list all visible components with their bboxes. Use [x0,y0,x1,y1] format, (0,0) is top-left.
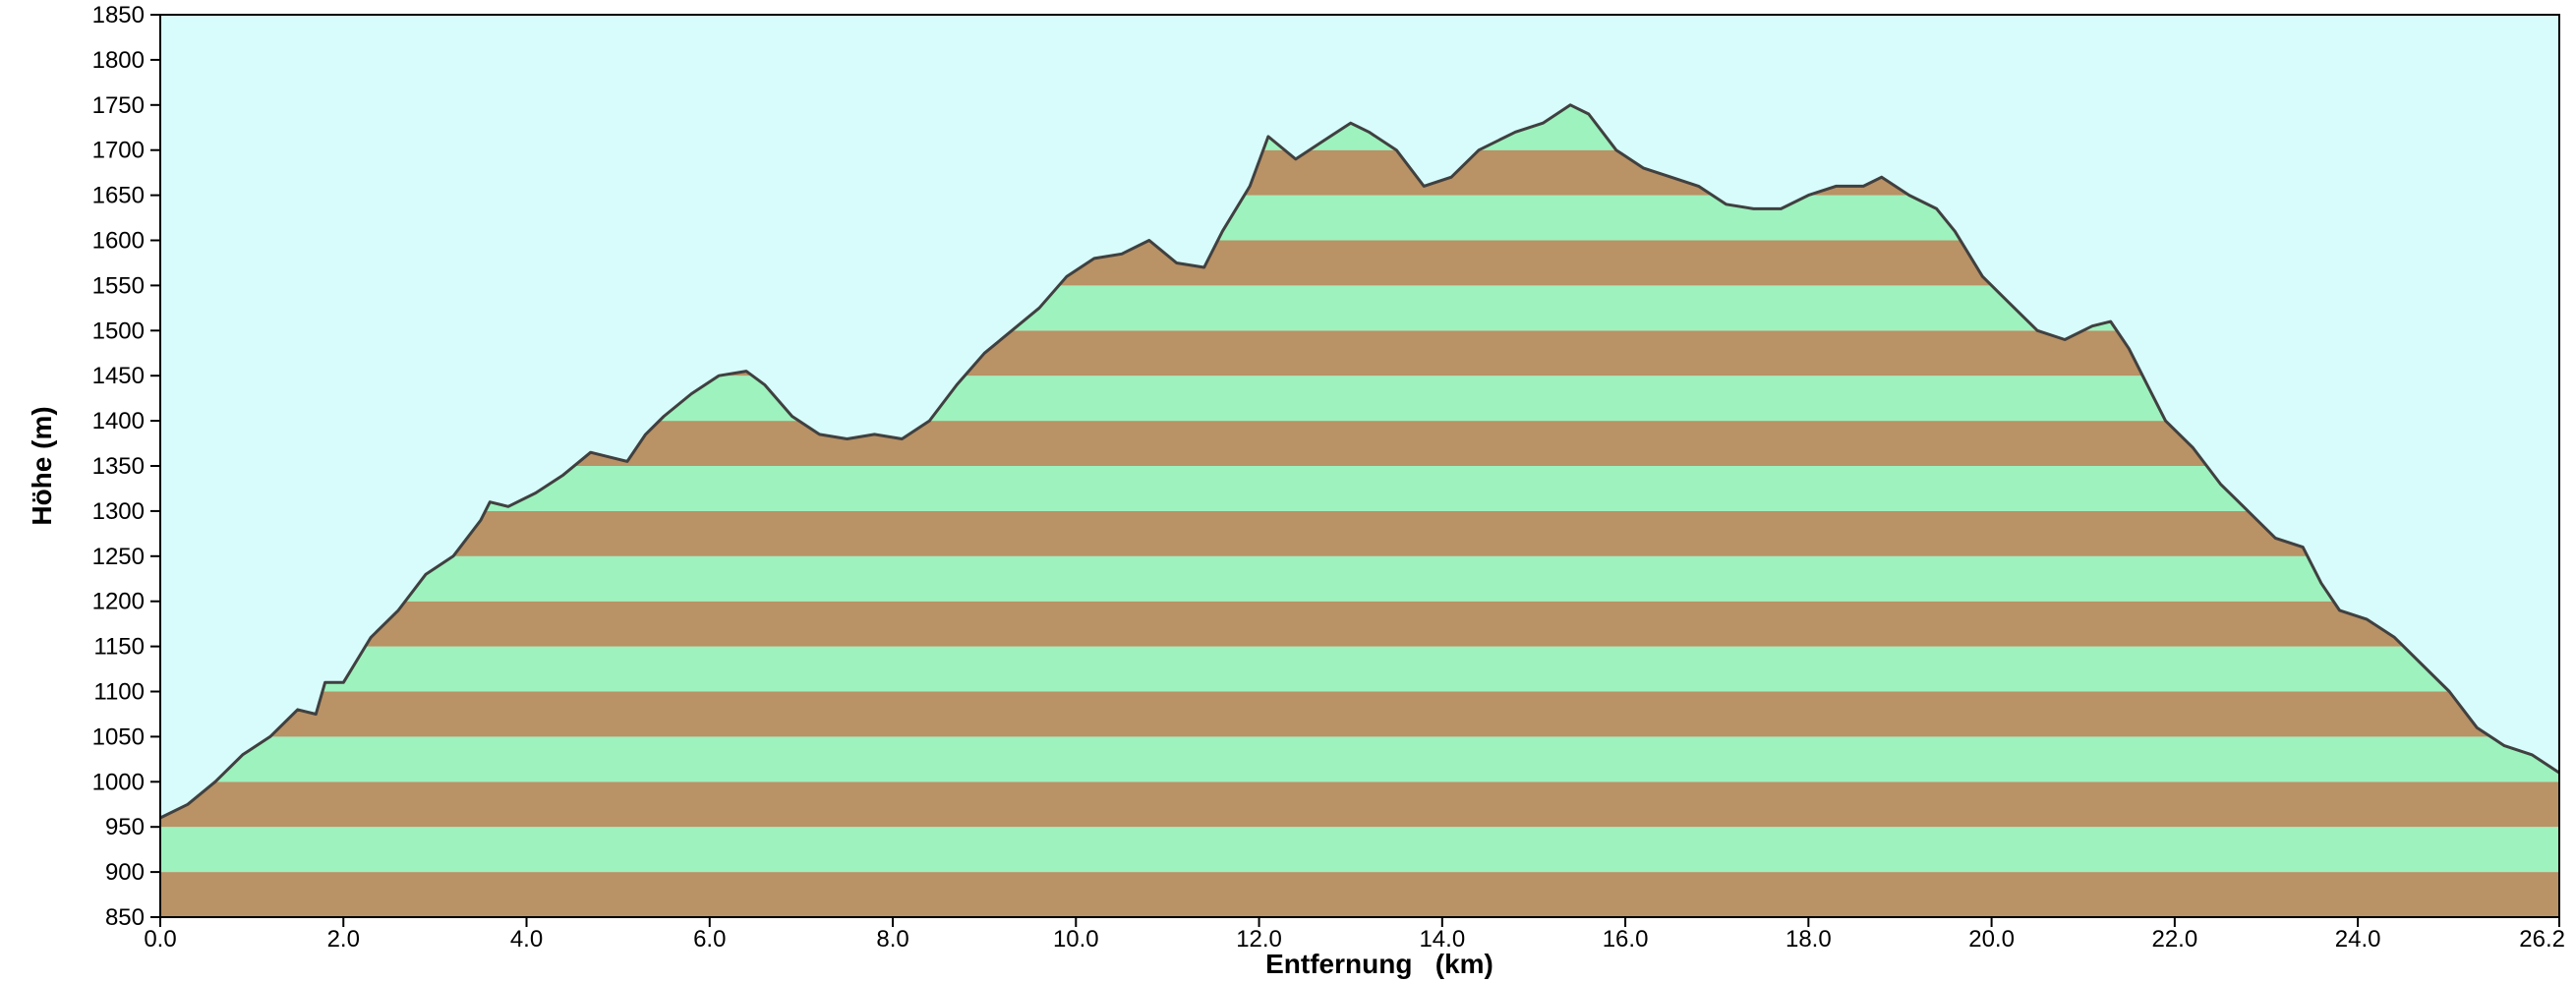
y-tick-label: 1300 [92,498,145,525]
x-tick-label: 22.0 [2151,926,2197,953]
elevation-profile-line [159,103,2560,820]
elevation-band [160,827,2559,873]
x-tick-label: 10.0 [1053,926,1099,953]
y-tick-label: 950 [105,814,145,840]
elevation-band [160,510,2559,556]
y-tick-label: 1700 [92,138,145,164]
elevation-band [160,601,2559,647]
y-tick-label: 1850 [92,2,145,29]
x-tick-label: 24.0 [2335,926,2381,953]
x-tick-label: 20.0 [1968,926,2015,953]
elevation-band [160,736,2559,782]
y-tick-label: 1750 [92,92,145,119]
y-tick-label: 1600 [92,228,145,255]
x-tick-label: 18.0 [1786,926,1832,953]
y-tick-label: 1500 [92,318,145,344]
y-tick-label: 1450 [92,363,145,389]
x-axis: 0.0 2.0 4.0 6.0 8.0 10.0 12.0 14.0 16.0 18.0 20.0 2… [144,917,2565,953]
y-tick-label: 1650 [92,183,145,209]
y-tick-label: 1150 [93,634,145,661]
y-tick-label: 1800 [92,47,145,74]
x-tick-label: 0.0 [144,926,176,953]
elevation-band [160,781,2559,828]
x-tick-label: 14.0 [1419,926,1465,953]
x-tick-label: 26.2 [2519,926,2565,953]
y-axis: 850 900 950 1000 1050 1100 1150 1200 1250 1300 135… [92,2,160,931]
x-axis-title: Entfernung (km) [1265,949,1493,979]
y-tick-label: 1050 [92,723,145,750]
elevation-band [160,691,2559,737]
y-tick-label: 900 [105,859,145,886]
x-tick-label: 12.0 [1236,926,1282,953]
y-tick-label: 1100 [93,679,145,706]
y-tick-label: 850 [105,904,145,931]
elevation-band [160,872,2559,917]
x-tick-label: 6.0 [693,926,726,953]
x-tick-label: 4.0 [510,926,543,953]
x-tick-label: 2.0 [327,926,360,953]
y-tick-label: 1400 [92,408,145,434]
elevation-bands [160,104,2559,917]
y-tick-label: 1000 [92,769,145,795]
elevation-band [160,646,2559,692]
y-tick-label: 1200 [92,589,145,615]
x-tick-label: 16.0 [1603,926,1649,953]
y-tick-label: 1550 [92,272,145,299]
y-tick-label: 1350 [92,453,145,480]
y-axis-title: Höhe (m) [27,406,57,525]
elevation-band [160,555,2559,602]
x-tick-label: 8.0 [876,926,908,953]
y-tick-label: 1250 [92,544,145,570]
